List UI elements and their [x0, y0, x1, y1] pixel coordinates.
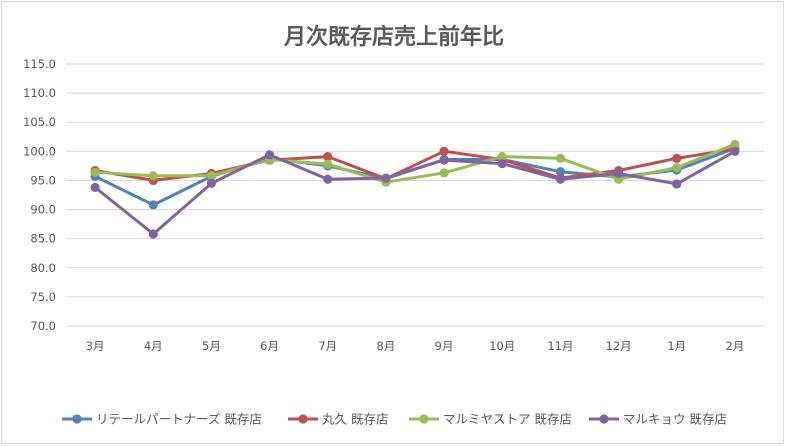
y-axis: 115.0 110.0 105.0 100.0 95.0 90.0 85.0 80.0 75.0… [23, 57, 56, 333]
y-tick-label: 90.0 [30, 203, 56, 217]
data-point [672, 153, 682, 163]
x-tick-label: 1月 [667, 339, 686, 353]
data-point [497, 151, 507, 162]
legend-item: リテールパートナーズ 既存店 [62, 412, 262, 427]
data-point [613, 168, 624, 179]
data-point [555, 153, 566, 163]
legend-swatch-marker [298, 414, 308, 424]
data-point [148, 200, 158, 210]
data-point [672, 179, 682, 189]
data-point [90, 167, 100, 177]
data-point [439, 146, 449, 156]
data-point [90, 182, 100, 193]
series-4 [90, 146, 740, 239]
series-line [93, 142, 737, 184]
series-line [93, 149, 737, 236]
data-point [555, 174, 566, 184]
legend-item: 丸久 既存店 [288, 412, 388, 427]
data-point [148, 171, 158, 181]
x-tick-label: 2月 [726, 339, 745, 353]
data-point [264, 150, 275, 160]
y-tick-label: 115.0 [23, 57, 56, 71]
y-tick-label: 75.0 [30, 290, 56, 304]
y-tick-label: 85.0 [30, 232, 56, 246]
x-tick-label: 5月 [202, 339, 221, 353]
legend-label: マルキョウ 既存店 [623, 412, 727, 427]
data-point [323, 159, 333, 169]
data-point [497, 158, 507, 169]
x-tick-label: 6月 [260, 339, 279, 353]
y-tick-label: 95.0 [30, 173, 56, 187]
y-tick-label: 70.0 [30, 319, 56, 333]
x-tick-label: 8月 [377, 339, 396, 353]
x-tick-label: 12月 [606, 339, 632, 353]
data-point [672, 163, 682, 173]
x-tick-label: 9月 [435, 339, 454, 353]
y-tick-label: 105.0 [23, 115, 56, 129]
x-axis: 3月 4月 5月 6月 7月 8月 9月 10月 11月 12月 1月 2月 [86, 339, 745, 353]
y-tick-label: 100.0 [23, 144, 56, 158]
data-point [381, 173, 391, 183]
data-point [206, 171, 217, 181]
x-tick-label: 4月 [144, 339, 163, 353]
data-point [439, 155, 449, 165]
data-point [206, 178, 217, 188]
data-point [730, 146, 740, 156]
legend-swatch-marker [419, 414, 429, 424]
y-tick-label: 80.0 [30, 261, 56, 275]
data-point [323, 174, 333, 184]
y-tick-label: 110.0 [23, 86, 56, 100]
plot-area [90, 139, 740, 239]
x-tick-label: 10月 [489, 339, 515, 353]
series-3 [90, 139, 740, 187]
data-point [555, 167, 566, 177]
legend-swatch-marker [72, 414, 82, 424]
chart-title: 月次既存店売上前年比 [283, 24, 504, 50]
legend-swatch-marker [599, 414, 609, 424]
data-point [323, 151, 333, 162]
legend-label: マルミヤストア 既存店 [443, 412, 572, 427]
legend-label: リテールパートナーズ 既存店 [96, 412, 262, 427]
x-tick-label: 3月 [86, 339, 105, 353]
x-tick-label: 7月 [318, 339, 337, 353]
data-point [148, 229, 158, 239]
legend-item: マルキョウ 既存店 [589, 412, 727, 427]
legend-label: 丸久 既存店 [322, 412, 388, 427]
legend-item: マルミヤストア 既存店 [409, 412, 572, 427]
data-point [730, 139, 740, 149]
data-point [439, 168, 449, 178]
x-tick-label: 11月 [547, 339, 573, 353]
legend: リテールパートナーズ 既存店 丸久 既存店 マルミヤストア 既存店 マルキョウ 既存店 [62, 412, 727, 427]
